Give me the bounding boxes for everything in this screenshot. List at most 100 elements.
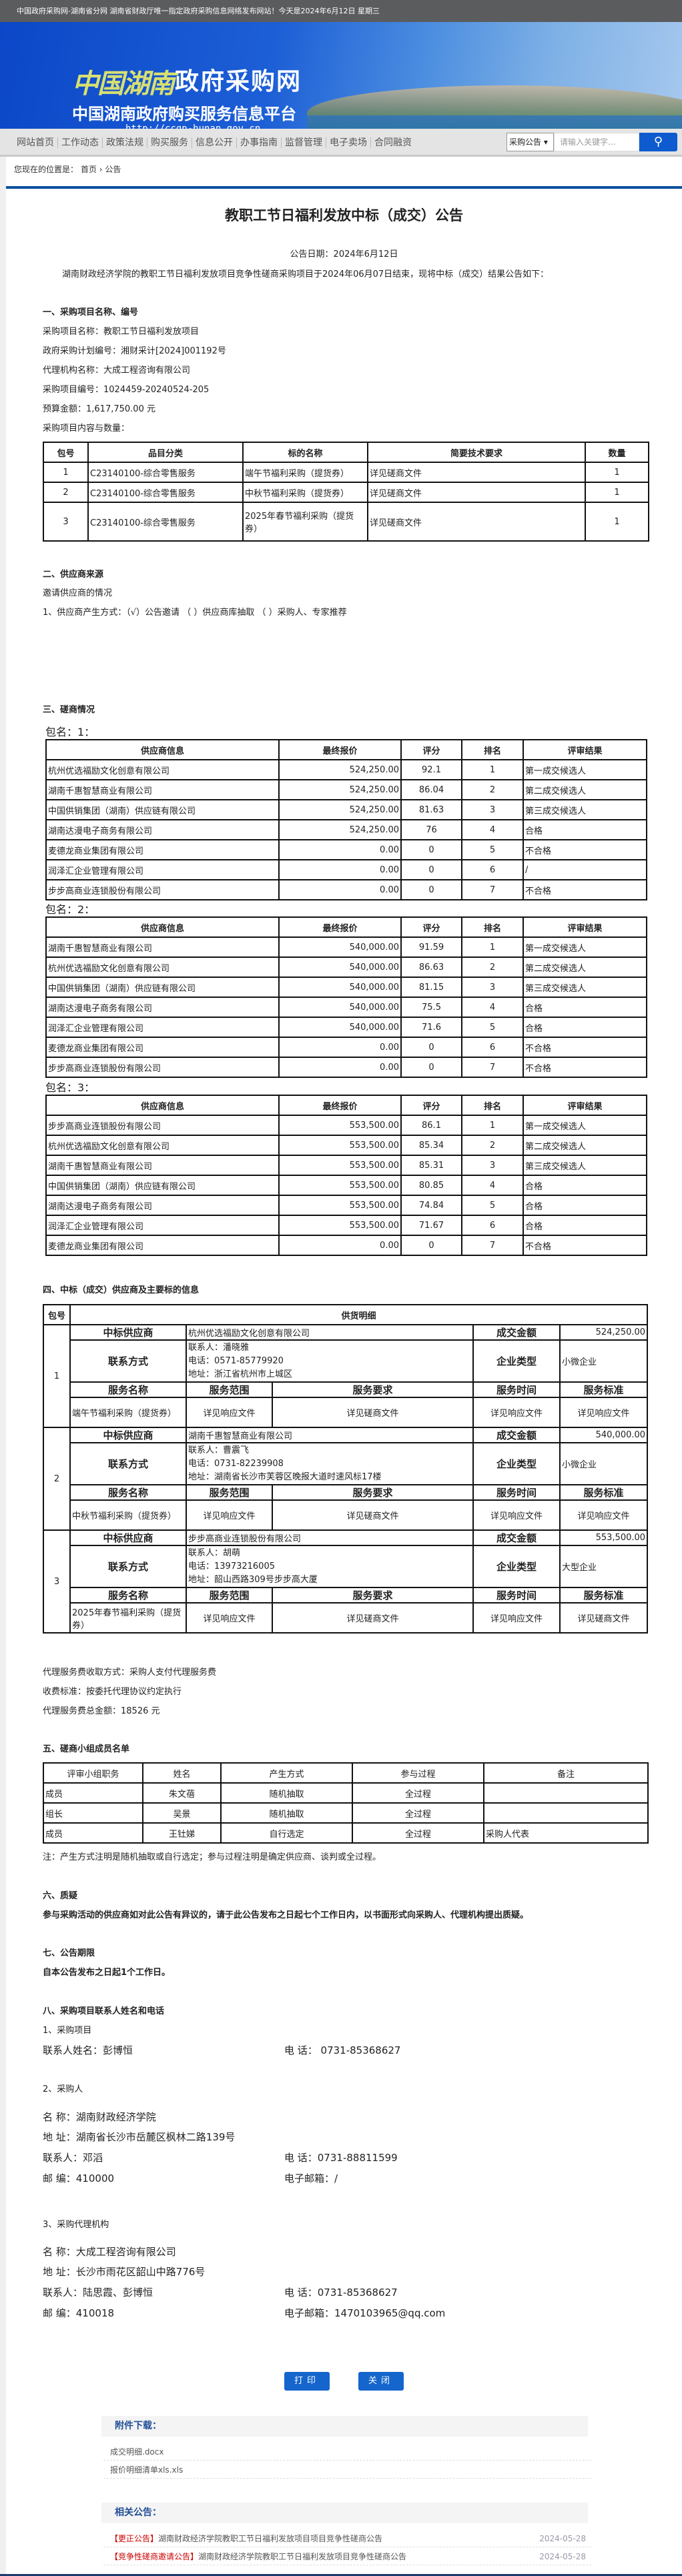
table-cell: 524,250.00 [278,759,402,780]
field-label: 服务要求 [272,1587,474,1603]
table-cell: 75.5 [400,997,462,1018]
divider [6,186,682,189]
column-header: 评分 [400,739,462,760]
service-cell: 详见磋商文件 [272,1397,474,1428]
table-row: 润泽汇企业管理有限公司 0.00 0 6/ [45,859,647,880]
service-cell: 详见磋商文件 [272,1602,474,1634]
breadcrumb-home[interactable]: 首页 [80,165,97,174]
contact-subheading: 2、采购人 [43,2084,83,2094]
table-cell: 王钍娣 [142,1822,222,1844]
contact-line: 电话：13973216005 [188,1561,275,1571]
section-heading: 六、质疑 [43,1891,78,1901]
column-header: 评分 [400,1095,462,1116]
table-row: 麦德龙商业集团有限公司 0.00 0 6 不合格 [45,1037,647,1058]
table-cell: 湖南达漫电子商务有限公司 [45,1195,280,1216]
nav-supervision[interactable]: 监督管理 [282,137,326,148]
award-contact-row: 联系方式 联系人：曹震飞 电话：0731-82239908 地址：湖南省长沙市芙蓉区晚… [43,1442,649,1485]
section-heading: 三、磋商情况 [43,705,95,715]
purchaser-email: 电子邮箱：/ [284,2172,338,2184]
attachment-link[interactable]: 报价明细清单xls.xls [103,2461,591,2479]
table-cell: 0.00 [278,1037,402,1058]
supplier-method-text: 1、供应商产生方式：（√）公告邀请 （ ）供应商库抽取 （ ）采购人、专家推荐 [43,608,347,618]
table-cell: 中国供销集团（湖南）供应链有限公司 [45,977,280,998]
table-cell: 1 [461,936,524,958]
nav-info[interactable]: 信息公开 [192,137,237,148]
related-date: 2024-05-28 [539,2534,586,2543]
table-cell: 端午节福利采购（提货券） [242,462,368,483]
field-label: 成交金额 [472,1529,561,1546]
nav-home[interactable]: 网站首页 [13,137,58,148]
table-cell: 2025年春节福利采购（提货券） [242,502,368,542]
contact-line: 联系人：潘晓雅 [188,1342,250,1353]
nav-news[interactable]: 工作动态 [58,137,103,148]
table-row: 中国供销集团（湖南）供应链有限公司 553,500.00 80.85 4 合格 [45,1175,647,1196]
nav-purchase-service[interactable]: 购买服务 [147,137,192,148]
table-cell [483,1802,649,1824]
table-cell: 2 [43,482,89,503]
service-header-row: 服务名称 服务范围 服务要求 服务时间 服务标准 [43,1484,649,1501]
table-cell: 71.6 [400,1017,462,1038]
field-label: 服务时间 [472,1484,561,1501]
service-cell: 详见响应文件 [559,1397,649,1428]
table-row: 湖南千惠智慧商业有限公司 540,000.00 91.59 1 第一成交候选人 [45,936,647,958]
related-title: 湖南财政经济学院教职工节日福利发放项目项目竞争性磋商公告 [158,2534,383,2543]
attachment-link[interactable]: 成交明细.docx [103,2443,591,2461]
search-input[interactable]: 请输入关键字... [554,133,639,151]
related-notice-link[interactable]: 【竞争性磋商邀请公告】湖南财政经济学院教职工节日福利发放项目竞争性磋商公告 202… [103,2548,591,2565]
contact-info: 联系人：胡萌 电话：13973216005 地址：韶山西路309号步步高大厦 [186,1545,474,1588]
table-row: 湖南达漫电子商务有限公司 524,250.00 76 4 合格 [45,819,647,840]
nav-policy[interactable]: 政策法规 [103,137,147,148]
project-info-line: 采购项目内容与数量： [43,424,130,434]
table-cell: 自行选定 [220,1822,353,1844]
supplier-name: 湖南千惠智慧商业有限公司 [186,1427,474,1443]
contact-phone: 电 话： 0731-85368627 [284,2044,401,2056]
main-nav: 网站首页 工作动态 政策法规 购买服务 信息公开 办事指南 监督管理 电子卖场 … [0,129,682,157]
related-notice-link[interactable]: 【更正公告】湖南财政经济学院教职工节日福利发放项目项目竞争性磋商公告 2024-0… [103,2530,591,2547]
table-cell: 92.1 [400,759,462,780]
table-cell: 0 [400,1057,462,1078]
agency-contact: 联系人：陆思霞、彭博恒 [43,2287,153,2299]
page-title: 教职工节日福利发放中标（成交）公告 [225,207,463,223]
table-cell: 不合格 [523,879,647,900]
table-cell: 553,500.00 [278,1195,402,1216]
search-category-select[interactable]: 采购公告 ▾ [506,133,554,151]
table-cell: 85.34 [400,1135,462,1156]
table-cell: 湖南千惠智慧商业有限公司 [45,936,280,958]
table-cell: 合格 [523,1195,647,1216]
breadcrumb-current[interactable]: 公告 [105,165,121,174]
nav-contract-finance[interactable]: 合同融资 [374,137,412,148]
table-cell: 润泽汇企业管理有限公司 [45,859,280,880]
close-button[interactable]: 关闭 [358,2372,404,2391]
table-cell: 全过程 [352,1822,484,1844]
nav-guide[interactable]: 办事指南 [237,137,282,148]
field-label: 成交金额 [472,1324,561,1341]
field-label: 中标供应商 [69,1324,187,1341]
nav-emall[interactable]: 电子卖场 [326,137,371,148]
section-heading: 一、采购项目名称、编号 [43,307,139,317]
package-number: 3 [43,1529,71,1634]
table-row: 1 C23140100-综合零售服务 端午节福利采购（提货券） 详见磋商文件 1 [43,462,649,483]
footer-bar [0,2574,682,2576]
table-cell: 湖南千惠智慧商业有限公司 [45,779,280,800]
items-table: 包号 品目分类 标的名称 简要技术要求 数量 1 C23140100-综合零售服务 端午节福利… [43,442,649,542]
field-label: 服务范围 [186,1484,273,1501]
table-cell: 吴景 [142,1802,222,1824]
package-label: 包名：3： [45,1081,95,1094]
purchaser-contact: 联系人：邓滔 [43,2152,103,2164]
table-row: 步步高商业连锁股份有限公司 553,500.00 86.1 1 第一成交候选人 [45,1115,647,1136]
table-cell: 7 [461,1057,524,1078]
search-button[interactable]: ⚲ [639,133,677,151]
agency-addr: 地 址：长沙市雨花区韶山中路776号 [43,2266,206,2278]
table-cell: 杭州优选福励文化创意有限公司 [45,956,280,978]
table-cell: 5 [461,839,524,860]
table-cell: 0 [400,879,462,900]
table-cell: 第一成交候选人 [523,759,647,780]
print-button[interactable]: 打印 [284,2372,330,2391]
column-header: 包号 [43,442,89,463]
table-cell: 第三成交候选人 [523,1155,647,1176]
table-cell: 540,000.00 [278,956,402,978]
table-cell: 86.63 [400,956,462,978]
contact-name: 联系人姓名：彭博恒 [43,2044,133,2056]
table-cell: C23140100-综合零售服务 [87,502,244,542]
table-cell: 不合格 [523,1057,647,1078]
